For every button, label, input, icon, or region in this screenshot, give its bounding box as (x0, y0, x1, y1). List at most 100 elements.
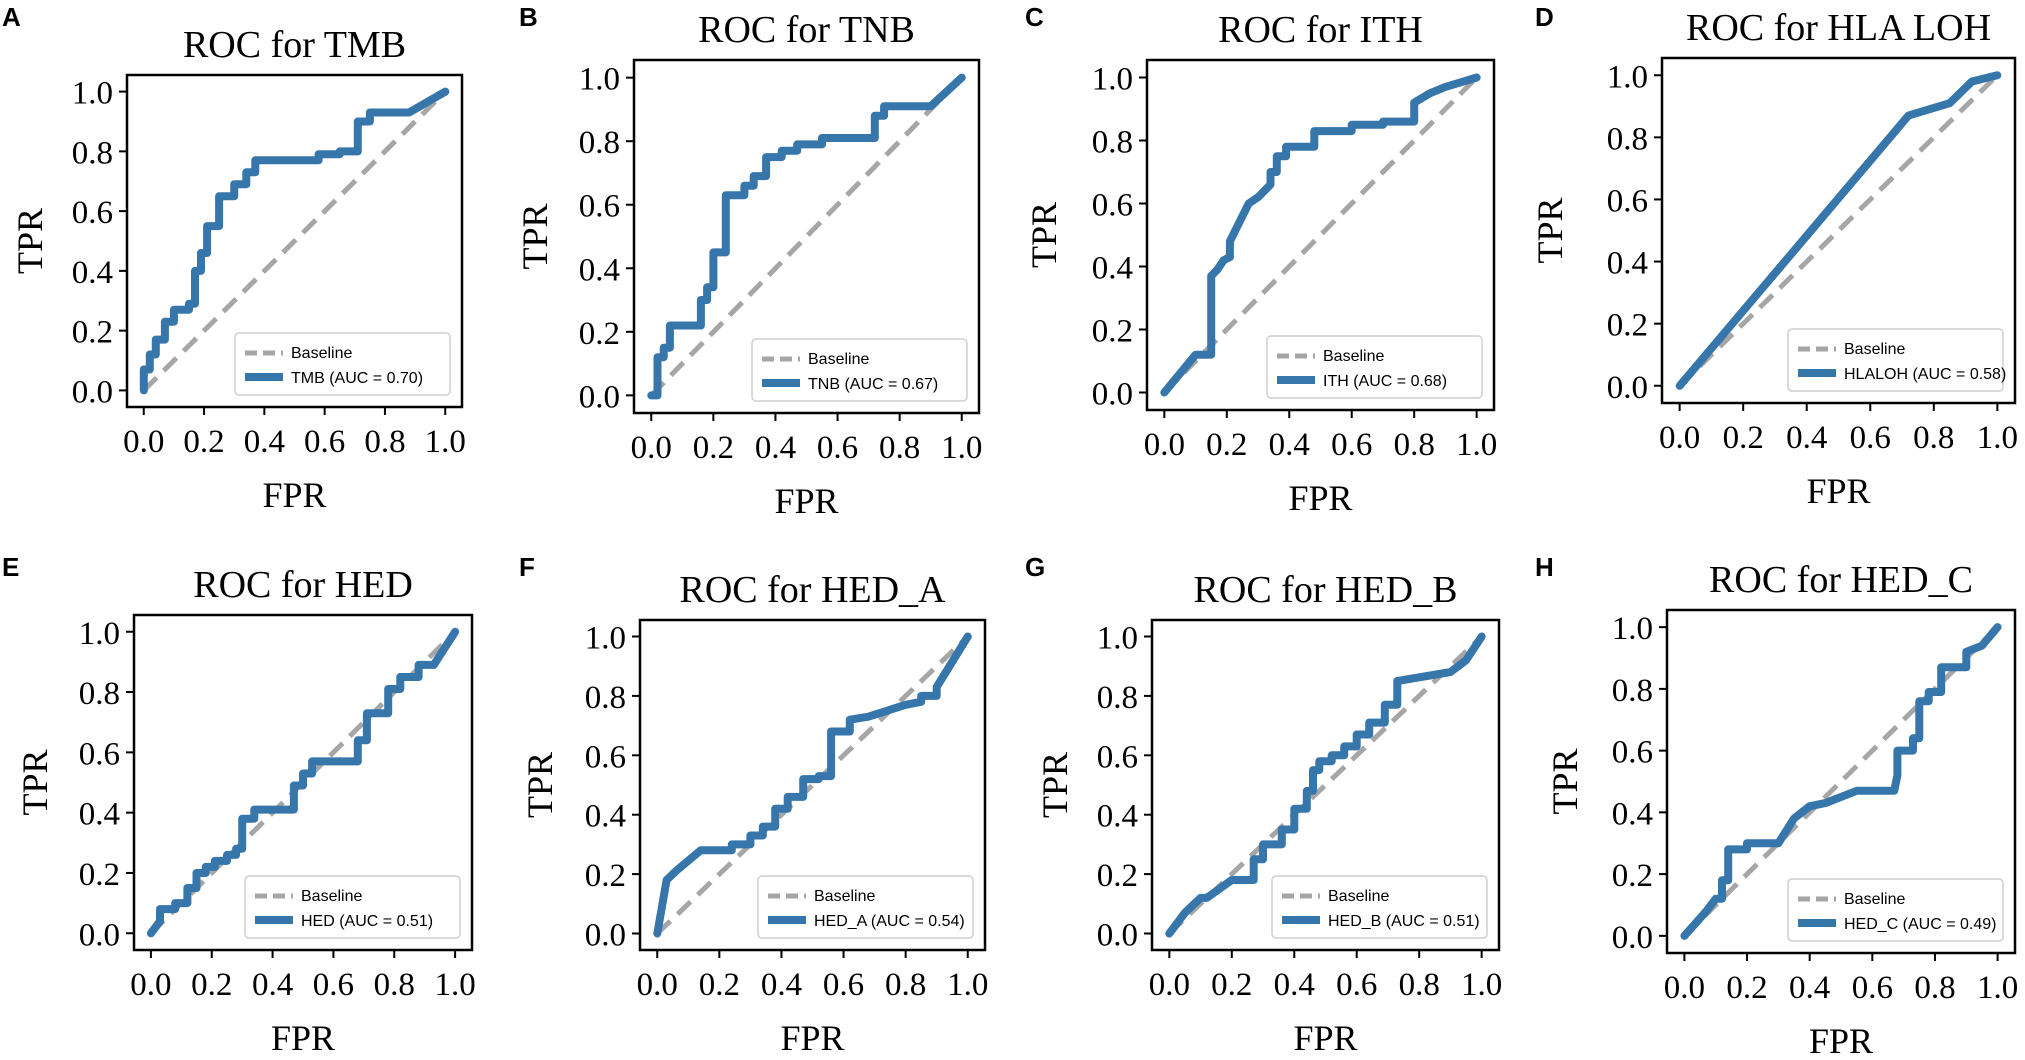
panel-letter: C (1025, 2, 1044, 32)
baseline-line (142, 89, 448, 393)
y-tick-label: 0.8 (579, 125, 620, 161)
plot-frame (632, 58, 981, 415)
legend-curve-label: HED_B (AUC = 0.51) (1328, 913, 1480, 930)
x-axis-label: FPR (1806, 471, 1870, 511)
roc-curve (1165, 632, 1486, 938)
y-axis-label: TPR (15, 749, 55, 815)
legend-baseline-label: Baseline (1328, 888, 1389, 905)
y-tick-label: 0.4 (1612, 796, 1653, 832)
y-tick-label: 0.2 (579, 316, 620, 352)
panel-letter: B (519, 2, 538, 32)
y-tick-label: 0.0 (1092, 377, 1133, 413)
x-tick-label: 0.6 (817, 430, 858, 466)
baseline-line (649, 75, 964, 398)
x-tick-label: 0.0 (123, 424, 164, 460)
x-tick-label: 0.2 (1726, 970, 1767, 1006)
y-tick-label: 0.8 (72, 135, 113, 171)
y-tick-label: 0.8 (79, 676, 120, 712)
x-tick-label: 0.4 (1269, 427, 1310, 463)
y-axis-label: TPR (1024, 202, 1064, 268)
y-tick-label: 0.0 (1612, 920, 1653, 956)
y-tick-label: 0.0 (585, 918, 626, 954)
y-tick-label: 0.0 (72, 374, 113, 410)
x-tick-label: 0.8 (374, 967, 415, 1003)
roc-panel-h: H ROC for HED_C 0.0 0.0 0.2 0.2 0.4 0.4 0.6 0.6 0.… (1535, 552, 2018, 1060)
y-tick-label: 0.6 (1092, 188, 1133, 224)
legend-baseline-label: Baseline (1844, 341, 1905, 358)
x-tick-label: 0.8 (1913, 420, 1954, 456)
y-tick-label: 0.2 (1607, 308, 1648, 344)
y-tick-label: 0.0 (1607, 370, 1648, 406)
x-tick-label: 0.8 (1914, 970, 1955, 1006)
legend-curve-label: HED_C (AUC = 0.49) (1844, 916, 1997, 933)
x-tick-label: 0.2 (1723, 420, 1764, 456)
legend: Baseline HED_B (AUC = 0.51) (1271, 875, 1488, 939)
x-axis-label: FPR (271, 1018, 335, 1058)
x-axis-label: FPR (262, 475, 326, 515)
y-tick-label: 0.8 (1092, 125, 1133, 161)
panel-letter: E (2, 552, 19, 582)
y-tick-label: 0.2 (79, 857, 120, 893)
y-tick-label: 0.0 (1097, 918, 1138, 954)
y-tick-label: 1.0 (579, 62, 620, 98)
baseline-line (1682, 625, 2000, 938)
x-tick-label: 0.2 (693, 430, 734, 466)
y-tick-label: 1.0 (79, 616, 120, 652)
x-tick-label: 0.8 (1399, 967, 1440, 1003)
y-tick-label: 0.4 (1607, 246, 1648, 282)
roc-panel-b: B ROC for TNB 0.0 0.0 0.2 0.2 0.4 0.4 0.6 0.6 0.8 0… (515, 2, 982, 521)
legend-baseline-label: Baseline (1323, 348, 1384, 365)
plot-frame (1665, 608, 2017, 955)
legend-curve-label: TNB (AUC = 0.67) (808, 376, 938, 393)
y-tick-label: 0.6 (1097, 739, 1138, 775)
legend-curve-label: HED (AUC = 0.51) (301, 913, 433, 930)
roc-curve (653, 632, 972, 938)
x-tick-label: 0.0 (1664, 970, 1705, 1006)
y-tick-label: 0.8 (585, 680, 626, 716)
legend: Baseline HED (AUC = 0.51) (244, 875, 461, 939)
chart-title: ROC for TMB (183, 24, 406, 66)
legend-box (234, 332, 451, 396)
legend-curve-label: HED_A (AUC = 0.54) (814, 913, 965, 930)
chart-title: ROC for HED (193, 564, 413, 606)
y-tick-label: 0.0 (579, 379, 620, 415)
y-tick-label: 0.2 (72, 315, 113, 351)
y-axis-label: TPR (1545, 748, 1585, 814)
y-tick-label: 0.2 (585, 858, 626, 894)
x-axis-label: FPR (780, 1018, 844, 1058)
legend-box (1271, 875, 1488, 939)
x-axis-label: FPR (774, 481, 838, 521)
x-tick-label: 0.0 (1659, 420, 1700, 456)
y-tick-label: 0.2 (1612, 858, 1653, 894)
chart-title: ROC for HLA LOH (1686, 7, 1991, 49)
plot-frame (1150, 618, 1501, 952)
x-tick-label: 0.2 (1211, 967, 1252, 1003)
roc-panel-d: D ROC for HLA LOH 0.0 0.0 0.2 0.2 0.4 0.4 0.6 0.6… (1530, 2, 2018, 511)
y-tick-label: 0.8 (1607, 121, 1648, 157)
plot-frame (1660, 56, 2017, 405)
y-tick-label: 0.4 (585, 799, 626, 835)
panel-letter: G (1025, 552, 1045, 582)
plot-frame (638, 618, 987, 952)
legend: Baseline HED_C (AUC = 0.49) (1787, 878, 2004, 942)
chart-title: ROC for HED_B (1194, 569, 1458, 611)
y-tick-label: 0.0 (79, 917, 120, 953)
y-tick-label: 1.0 (1097, 621, 1138, 657)
y-axis-label: TPR (515, 203, 555, 269)
y-tick-label: 0.6 (1612, 735, 1653, 771)
x-tick-label: 0.0 (631, 430, 672, 466)
legend-box (244, 875, 461, 939)
x-tick-label: 0.4 (761, 967, 802, 1003)
y-tick-label: 0.4 (579, 252, 620, 288)
legend: Baseline HLALOH (AUC = 0.58) (1787, 328, 2006, 392)
x-tick-label: 0.4 (1274, 967, 1315, 1003)
x-tick-label: 0.4 (252, 967, 293, 1003)
x-tick-label: 0.0 (130, 967, 171, 1003)
roc-panel-g: G ROC for HED_B 0.0 0.0 0.2 0.2 0.4 0.4 0.6 0.6 0.… (1025, 552, 1502, 1058)
y-tick-label: 0.6 (579, 189, 620, 225)
baseline-line (1162, 75, 1479, 395)
roc-panel-c: C ROC for ITH 0.0 0.0 0.2 0.2 0.4 0.4 0.6 0.6 0.8 0… (1024, 2, 1497, 518)
legend: Baseline HED_A (AUC = 0.54) (757, 875, 974, 939)
y-tick-label: 1.0 (585, 621, 626, 657)
roc-panel-f: F ROC for HED_A 0.0 0.0 0.2 0.2 0.4 0.4 0.6 0.6 0.… (519, 552, 988, 1058)
